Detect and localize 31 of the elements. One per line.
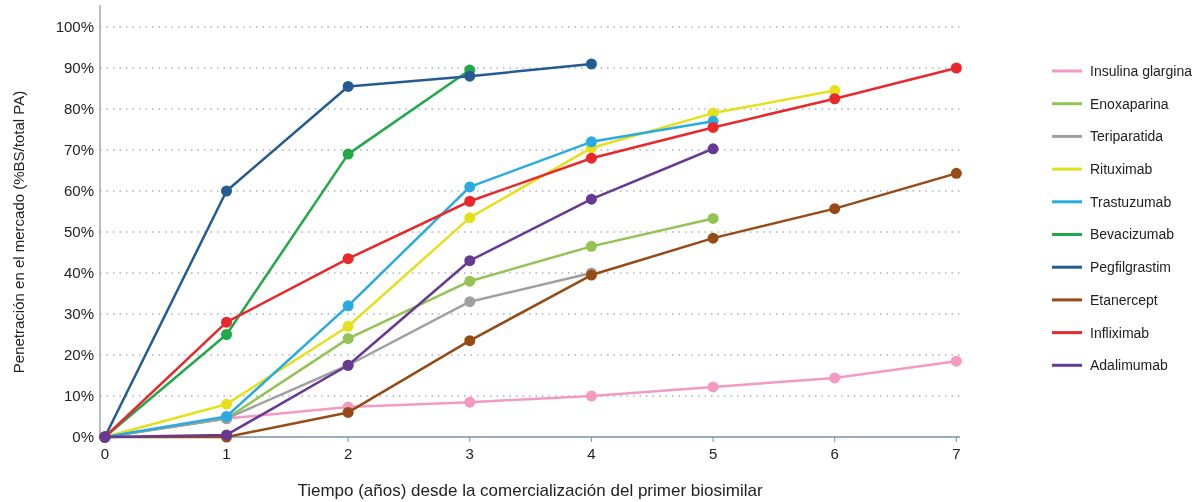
- legend-label: Pegfilgrastim: [1090, 259, 1171, 276]
- y-axis-title: Penetración en el mercado (%BS/total PA): [10, 90, 27, 374]
- legend-label: Trastuzumab: [1090, 193, 1172, 210]
- y-tick-label: 50%: [63, 223, 94, 241]
- y-tick-label: 20%: [63, 346, 94, 364]
- legend-label: Teriparatida: [1090, 128, 1164, 145]
- x-tick-label: 0: [100, 445, 110, 462]
- y-tick-label: 70%: [63, 141, 94, 159]
- y-tick-label: 10%: [63, 387, 94, 405]
- x-tick-label: 3: [465, 445, 474, 462]
- x-tick-label: 4: [587, 445, 596, 462]
- legend-label: Enoxaparina: [1090, 95, 1169, 112]
- y-tick-label: 80%: [63, 100, 94, 118]
- y-tick-label: 0%: [72, 428, 94, 446]
- x-tick-label: 7: [952, 445, 961, 462]
- y-tick-label: 40%: [63, 264, 94, 282]
- x-tick-label: 2: [343, 445, 353, 462]
- legend-label: Rituximab: [1090, 161, 1153, 177]
- legend-label: Bevacizumab: [1090, 226, 1175, 243]
- y-tick-label: 30%: [63, 305, 94, 323]
- legend-label: Adalimumab: [1090, 357, 1169, 374]
- y-tick-label: 100%: [55, 18, 94, 36]
- legend-label: Etanercept: [1090, 291, 1158, 308]
- x-tick-label: 5: [708, 445, 718, 462]
- x-tick-label: 6: [830, 445, 839, 462]
- y-tick-label: 90%: [63, 59, 94, 77]
- x-axis-title: Tiempo (años) desde la comercialización del primer biosimilar: [297, 481, 763, 500]
- legend-label: Insulina glargina: [1090, 62, 1193, 79]
- legend-label: Infliximab: [1090, 324, 1150, 341]
- x-tick-label: 1: [222, 445, 231, 462]
- y-tick-label: 60%: [63, 182, 94, 200]
